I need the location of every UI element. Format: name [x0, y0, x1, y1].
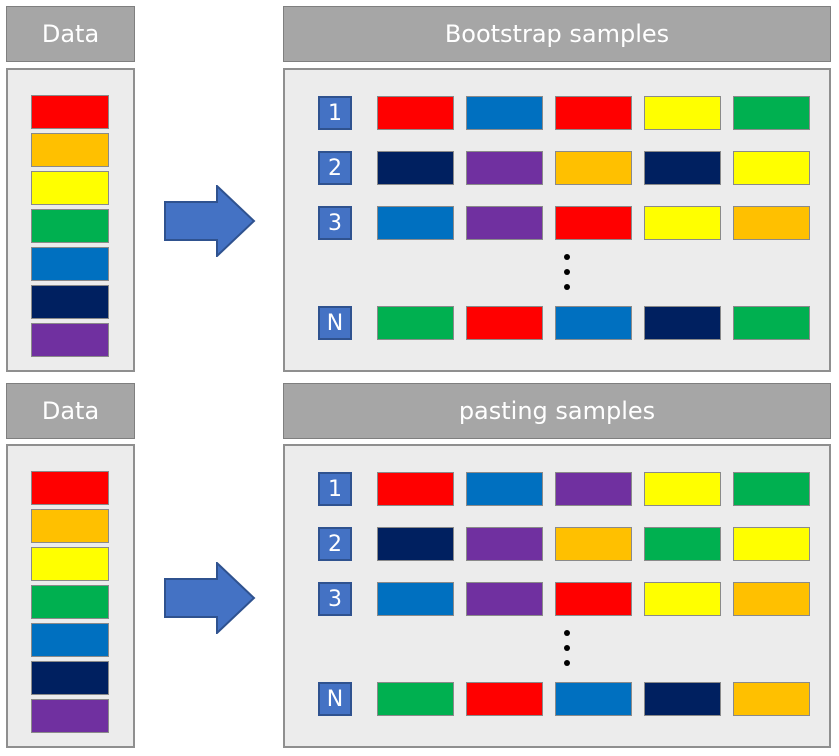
bottom-arrow-icon	[164, 562, 256, 634]
top-data-label: Data	[41, 20, 100, 48]
sample-index-badge: 2	[318, 151, 352, 185]
sample-index-badge: 2	[318, 527, 352, 561]
sample-block	[466, 582, 543, 616]
data-block	[31, 661, 109, 695]
ellipsis-dot	[564, 269, 570, 275]
sample-block	[733, 527, 810, 561]
sample-block	[555, 96, 632, 130]
data-block	[31, 509, 109, 543]
sample-block	[733, 582, 810, 616]
data-block	[31, 95, 109, 129]
sample-block	[644, 151, 721, 185]
sample-block	[466, 527, 543, 561]
data-block	[31, 171, 109, 205]
sample-block	[555, 682, 632, 716]
sample-block	[466, 206, 543, 240]
bottom-data-header: Data	[6, 383, 135, 439]
sample-block	[644, 682, 721, 716]
sample-block	[466, 306, 543, 340]
bottom-data-panel	[6, 444, 135, 748]
top-samples-title: Bootstrap samples	[444, 20, 670, 48]
top-data-header: Data	[6, 6, 135, 62]
top-arrow-icon	[164, 185, 256, 257]
sample-block	[466, 472, 543, 506]
top-data-panel	[6, 68, 135, 372]
sample-index-badge: N	[318, 306, 352, 340]
top-samples-header: Bootstrap samples	[283, 6, 831, 62]
data-block	[31, 209, 109, 243]
data-block	[31, 323, 109, 357]
data-block	[31, 247, 109, 281]
ellipsis-dot	[564, 284, 570, 290]
sample-block	[644, 527, 721, 561]
ellipsis-dot	[564, 254, 570, 260]
sample-index-badge: 3	[318, 206, 352, 240]
sample-block	[377, 206, 454, 240]
data-block	[31, 133, 109, 167]
sample-block	[555, 306, 632, 340]
sample-block	[555, 582, 632, 616]
sample-index-badge: N	[318, 682, 352, 716]
data-block	[31, 623, 109, 657]
bottom-samples-panel: 1 2 3 N	[283, 444, 831, 748]
sample-block	[466, 151, 543, 185]
sample-block	[377, 682, 454, 716]
data-block	[31, 585, 109, 619]
sample-block	[644, 306, 721, 340]
sample-block	[555, 527, 632, 561]
sample-block	[644, 472, 721, 506]
bottom-samples-title: pasting samples	[458, 397, 656, 425]
sample-block	[377, 306, 454, 340]
sample-block	[555, 151, 632, 185]
sample-block	[733, 206, 810, 240]
sample-block	[555, 206, 632, 240]
sample-index-badge: 1	[318, 472, 352, 506]
data-block	[31, 471, 109, 505]
sample-block	[733, 306, 810, 340]
sample-block	[644, 582, 721, 616]
bottom-data-label: Data	[41, 397, 100, 425]
sample-block	[377, 582, 454, 616]
sample-block	[733, 151, 810, 185]
sample-block	[555, 472, 632, 506]
sample-index-badge: 3	[318, 582, 352, 616]
sample-block	[377, 151, 454, 185]
sample-block	[377, 96, 454, 130]
ellipsis-dot	[564, 660, 570, 666]
sample-block	[377, 472, 454, 506]
data-block	[31, 547, 109, 581]
sample-block	[466, 682, 543, 716]
sample-block	[644, 206, 721, 240]
sample-index-badge: 1	[318, 96, 352, 130]
sample-block	[644, 96, 721, 130]
sample-block	[733, 682, 810, 716]
bottom-samples-header: pasting samples	[283, 383, 831, 439]
ellipsis-dot	[564, 645, 570, 651]
sample-block	[377, 527, 454, 561]
data-block	[31, 285, 109, 319]
ellipsis-dot	[564, 630, 570, 636]
sample-block	[733, 472, 810, 506]
sample-block	[466, 96, 543, 130]
data-block	[31, 699, 109, 733]
top-samples-panel: 1 2 3 N	[283, 68, 831, 372]
sample-block	[733, 96, 810, 130]
